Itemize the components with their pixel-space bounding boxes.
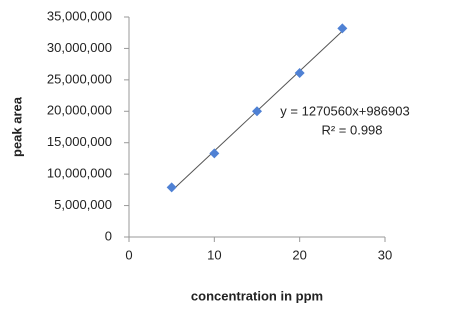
y-tick-label: 35,000,000 (47, 8, 112, 23)
x-tick-label: 0 (125, 247, 132, 262)
x-tick-label: 10 (207, 247, 221, 262)
data-point (166, 182, 177, 193)
annotation: y = 1270560x+986903 (280, 103, 409, 118)
x-tick-label: 30 (378, 247, 392, 262)
y-tick-label: 5,000,000 (54, 197, 112, 212)
y-tick-label: 25,000,000 (47, 71, 112, 86)
data-point (294, 67, 305, 78)
x-tick-label: 20 (292, 247, 306, 262)
y-tick-label: 30,000,000 (47, 40, 112, 55)
data-point (252, 106, 262, 117)
y-tick-label: 0 (105, 228, 112, 243)
y-tick-label: 10,000,000 (47, 166, 112, 181)
data-point (337, 23, 348, 34)
y-axis-label: peak area (9, 96, 24, 157)
data-point (209, 148, 220, 159)
annotation: R² = 0.998 (321, 122, 382, 137)
y-tick-label: 15,000,000 (47, 134, 112, 149)
x-axis-label: concentration in ppm (191, 288, 323, 303)
y-tick-label: 20,000,000 (47, 103, 112, 118)
